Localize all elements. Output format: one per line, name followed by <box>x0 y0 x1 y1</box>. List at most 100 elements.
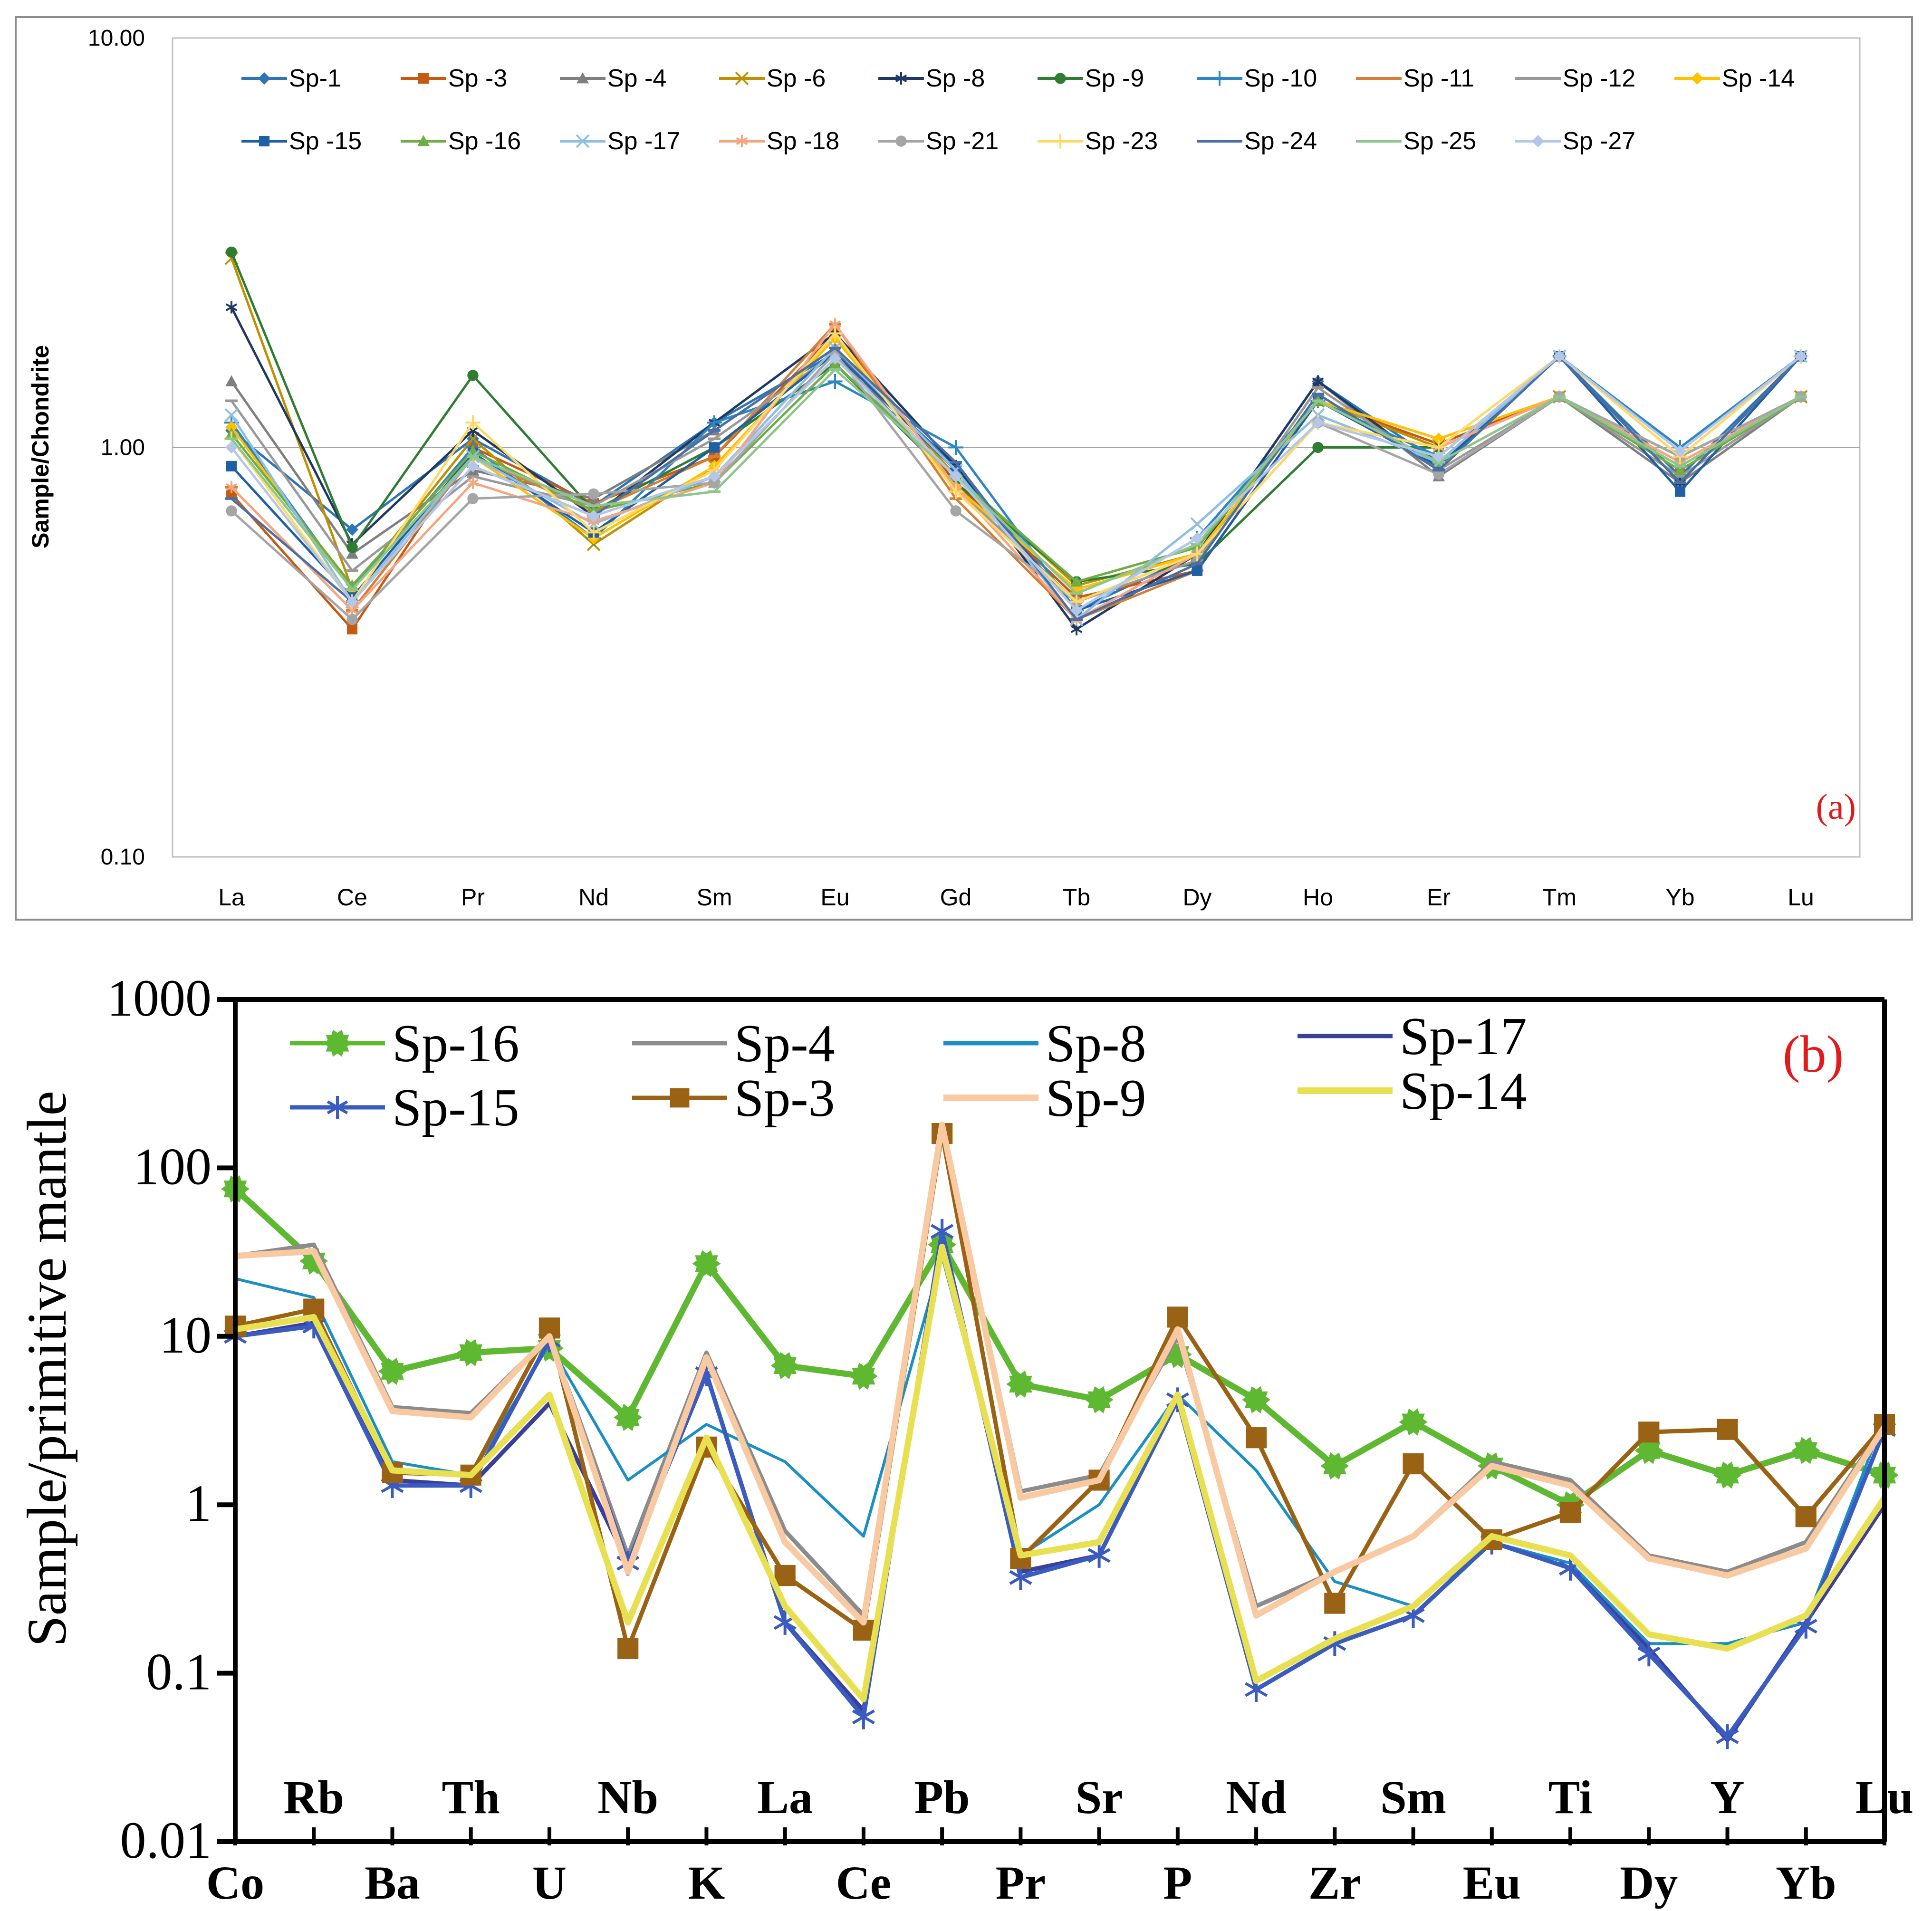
data-point <box>224 408 239 422</box>
data-point <box>1674 464 1686 475</box>
x-tick-label: Lu <box>1855 1771 1913 1824</box>
data-point <box>226 461 237 471</box>
x-tick-label: Ba <box>365 1856 420 1909</box>
legend-entry: Sp -12 <box>1515 65 1635 92</box>
series-line <box>235 1243 1887 1702</box>
legend-entry: Sp-17 <box>1298 1007 1527 1066</box>
data-point <box>226 505 237 517</box>
legend-marker <box>577 72 589 84</box>
data-point <box>1087 1543 1111 1568</box>
data-point <box>346 542 358 553</box>
data-point <box>1167 1306 1188 1328</box>
legend-entry: Sp -21 <box>878 127 999 155</box>
data-point <box>346 523 358 536</box>
legend-label: Sp-3 <box>734 1069 835 1128</box>
data-point <box>1559 1502 1581 1523</box>
data-point <box>1312 442 1324 453</box>
series-sp-4 <box>235 1124 1886 1618</box>
legend-label: Sp -11 <box>1403 65 1474 92</box>
data-point <box>1634 1437 1663 1464</box>
panel-a: Sample/Chondrite (a) 10.00 1.00 0.10 La Ce P… <box>15 16 1913 921</box>
data-point <box>770 1352 799 1379</box>
data-point <box>948 484 963 499</box>
legend-entry: Sp -4 <box>560 65 666 92</box>
legend-entry: Sp-16 <box>290 1014 519 1073</box>
series-sp-14 <box>235 1243 1887 1702</box>
data-point <box>1192 565 1203 576</box>
legend-entry: Sp -11 <box>1356 65 1474 92</box>
data-point <box>931 1219 954 1244</box>
x-tick-label: Ho <box>1303 884 1333 911</box>
legend-marker <box>1532 135 1544 147</box>
legend-entry: Sp -9 <box>1038 65 1144 92</box>
data-point <box>1432 432 1445 445</box>
legend-marker <box>736 135 748 147</box>
data-point <box>1553 350 1566 363</box>
data-point <box>1717 1419 1738 1440</box>
data-point <box>948 440 963 455</box>
panel-b: Sample/primitive mantle (b) Sp-16 Sp-4 Sp-… <box>16 969 1913 1909</box>
data-point <box>950 470 962 483</box>
legend-marker <box>258 72 270 85</box>
legend-entry: Sp -10 <box>1197 65 1317 92</box>
data-point <box>1190 546 1205 561</box>
data-point <box>1795 1506 1817 1527</box>
data-point <box>950 505 961 517</box>
legend-label: Sp -9 <box>1085 65 1144 92</box>
x-tick-label: Lu <box>1788 884 1814 911</box>
x-tick-label: Nb <box>597 1771 658 1824</box>
x-tick-label: Pb <box>914 1771 970 1824</box>
y-tick-label: 10.00 <box>88 26 145 51</box>
x-tick-label: Ce <box>337 884 367 911</box>
x-tick-label: Sm <box>1380 1771 1446 1824</box>
legend-entry: Sp -25 <box>1356 127 1476 155</box>
data-point <box>827 374 843 389</box>
legend-entry: Sp-1 <box>241 65 341 92</box>
x-tick-label: Ce <box>836 1856 892 1909</box>
data-point <box>586 525 601 540</box>
data-point <box>378 1357 407 1385</box>
data-point <box>225 441 238 454</box>
legend-label: Sp -15 <box>289 127 362 155</box>
legend-entry: Sp-9 <box>943 1069 1146 1128</box>
x-tick-label: Yb <box>1665 884 1694 911</box>
x-tick-label: Dy <box>1620 1856 1678 1909</box>
legend-marker <box>418 73 429 84</box>
legend-label: Sp -17 <box>607 127 680 155</box>
legend-label: Sp-1 <box>289 65 341 92</box>
series-line <box>233 1186 1885 1508</box>
data-point <box>225 375 238 386</box>
data-point <box>774 1565 796 1586</box>
legend-label: Sp -3 <box>448 65 507 92</box>
data-point <box>1637 1642 1661 1667</box>
x-tick-label: Nd <box>1226 1771 1287 1824</box>
series-line <box>235 1229 1887 1739</box>
data-point <box>467 493 479 504</box>
data-point <box>709 442 720 453</box>
x-tick-label: Co <box>206 1856 264 1909</box>
data-point <box>1324 1593 1346 1614</box>
panel-b-label: (b) <box>1783 1025 1844 1083</box>
data-point <box>346 595 358 608</box>
legend-entry: Sp-15 <box>290 1078 519 1137</box>
data-point <box>1085 1386 1114 1413</box>
x-tick-label: Th <box>442 1771 500 1824</box>
legend-label: Sp-4 <box>734 1014 835 1073</box>
legend-marker <box>323 1029 352 1057</box>
y-tick-label: 1000 <box>107 969 211 1027</box>
data-point <box>467 460 479 472</box>
legend-marker <box>259 135 270 147</box>
data-point <box>708 470 721 483</box>
data-point <box>849 1363 878 1390</box>
data-point <box>692 1250 721 1277</box>
x-tick-label: La <box>218 884 245 911</box>
x-tick-label: Eu <box>1463 1856 1521 1909</box>
data-point <box>1191 532 1203 545</box>
legend-marker <box>1053 134 1068 149</box>
legend-entry: Sp -16 <box>401 127 521 155</box>
legend-entry: Sp-8 <box>943 1014 1146 1073</box>
series-line <box>231 352 1802 621</box>
data-point <box>1674 486 1686 497</box>
series-line <box>231 355 1802 612</box>
data-point <box>1312 375 1324 388</box>
